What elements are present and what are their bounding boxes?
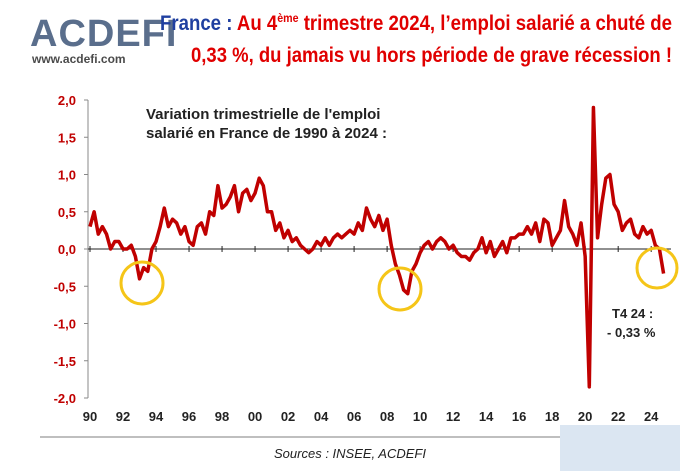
x-tick-label: 96: [182, 409, 196, 424]
x-tick-label: 20: [578, 409, 592, 424]
x-tick-label: 24: [644, 409, 659, 424]
x-tick-label: 16: [512, 409, 526, 424]
highlight-circle: [377, 266, 423, 312]
chart-title: salarié en France de 1990 à 2024 :: [146, 125, 387, 142]
highlight-circle: [635, 246, 679, 290]
title-sup: ème: [277, 11, 299, 25]
x-tick-label: 06: [347, 409, 361, 424]
title: Au 4: [237, 12, 278, 35]
annotation: T4 24 :: [612, 306, 653, 321]
x-tick-label: 94: [149, 409, 164, 424]
x-tick-label: 18: [545, 409, 559, 424]
title: 0,33 %, du jamais vu hors période de gra…: [191, 44, 672, 67]
y-tick-label: 0,0: [58, 242, 76, 257]
chart-title: Variation trimestrielle de l'emploi: [146, 106, 380, 123]
x-tick-label: 92: [116, 409, 130, 424]
x-tick-label: 98: [215, 409, 229, 424]
x-tick-label: 14: [479, 409, 494, 424]
data-line: [88, 105, 666, 389]
y-tick-label: 2,0: [58, 93, 76, 108]
logo: ACDEFI: [30, 13, 177, 55]
title-line: France : Au 4ème trimestre 2024, l’emplo…: [160, 4, 672, 35]
globe-decoration: [560, 425, 680, 471]
y-tick-label: -0,5: [54, 279, 76, 294]
title-label: France :: [160, 12, 232, 35]
y-tick-label: -2,0: [54, 391, 76, 406]
y-tick-label: 0,5: [58, 205, 76, 220]
highlight-circle: [119, 260, 165, 306]
x-tick-label: 08: [380, 409, 394, 424]
annotation: - 0,33 %: [607, 325, 656, 340]
source: Sources : INSEE, ACDEFI: [274, 446, 426, 461]
y-tick-label: 1,5: [58, 130, 76, 145]
x-tick-label: 22: [611, 409, 625, 424]
x-tick-label: 10: [413, 409, 427, 424]
x-tick-label: 04: [314, 409, 329, 424]
highlight-circles: [119, 246, 679, 312]
y-tick-label: -1,5: [54, 354, 76, 369]
website: www.acdefi.com: [31, 52, 126, 66]
y-tick-label: 1,0: [58, 168, 76, 183]
x-tick-label: 12: [446, 409, 460, 424]
x-tick-label: 90: [83, 409, 97, 424]
y-tick-label: -1,0: [54, 317, 76, 332]
x-tick-label: 00: [248, 409, 262, 424]
title: trimestre 2024, l’emploi salarié a chuté…: [304, 12, 672, 35]
x-tick-label: 02: [281, 409, 295, 424]
